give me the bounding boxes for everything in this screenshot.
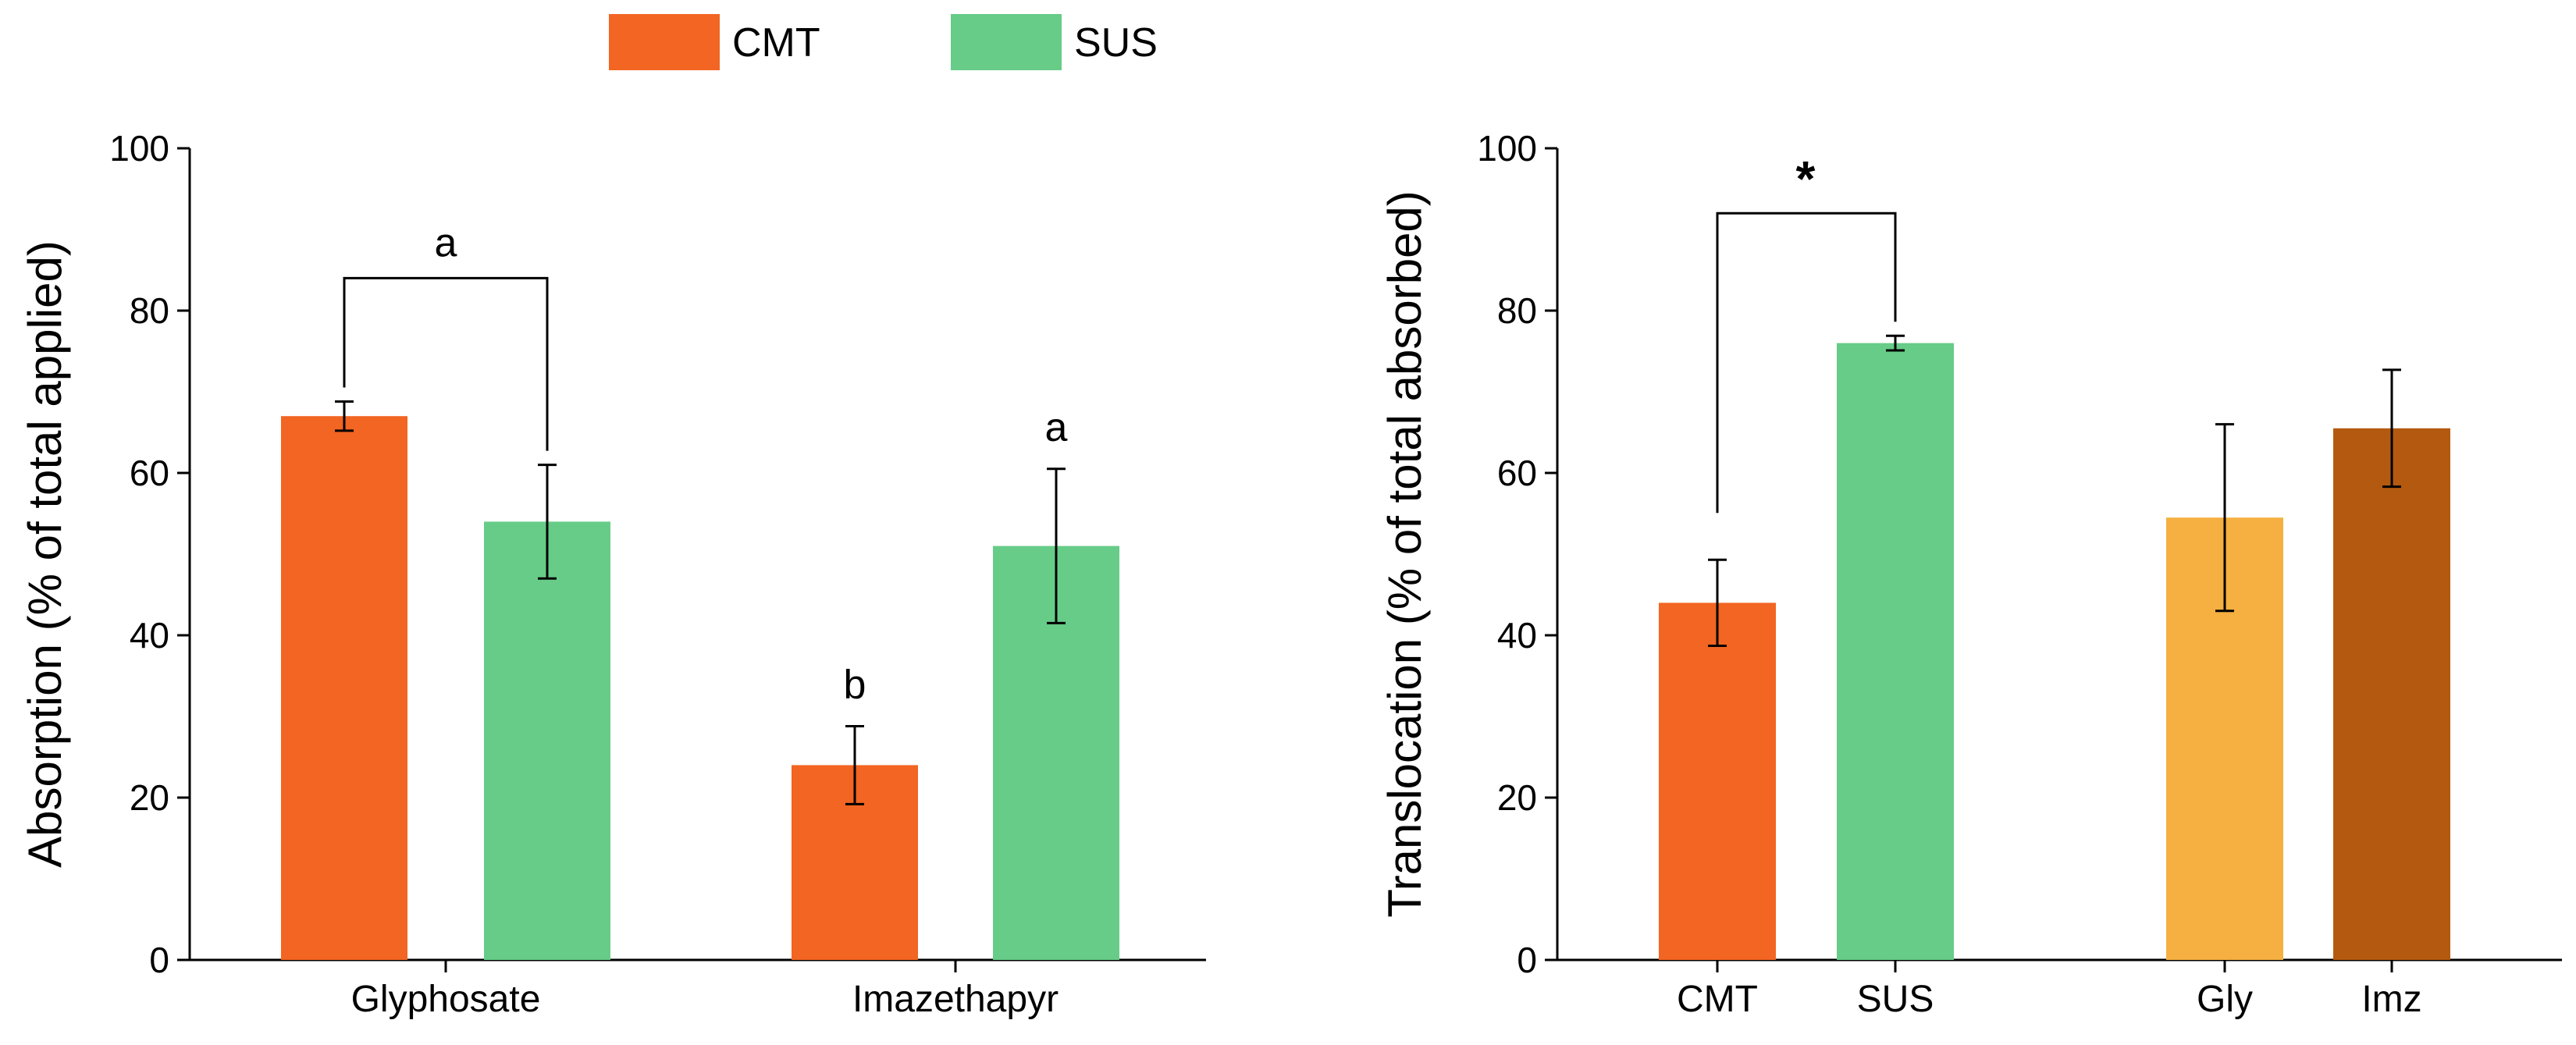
bar-sus-glyphosate <box>484 521 610 960</box>
significance-label-glyphosate: a <box>435 220 457 265</box>
bar-sus <box>1837 343 1954 961</box>
legend: CMT SUS <box>609 14 1158 70</box>
left-x-tick-label-glyphosate: Glyphosate <box>351 979 541 1020</box>
right-x-tick-label-imz: Imz <box>2361 979 2421 1020</box>
significance-label-sus-imazethapyr: a <box>1045 405 1068 450</box>
legend-label-sus: SUS <box>1074 20 1158 66</box>
right-y-tick-label: 40 <box>1497 615 1537 656</box>
right-y-axis-title: Translocation (% of total absorbed) <box>1379 190 1431 918</box>
right-x-tick-label-sus: SUS <box>1857 979 1934 1020</box>
legend-swatch-cmt <box>609 14 720 70</box>
significance-star: * <box>1796 151 1816 207</box>
significance-bracket-glyphosate <box>343 276 549 451</box>
absorption-chart: 0 20 40 60 80 100 Absorption (% of total appli… <box>19 128 1206 1020</box>
bar-imz <box>2333 428 2450 960</box>
right-x-tick-label-cmt: CMT <box>1677 979 1758 1020</box>
bar-cmt-glyphosate <box>281 416 407 960</box>
significance-label-cmt-imazethapyr: b <box>844 662 866 707</box>
translocation-chart: 0 20 40 60 80 100 Translocation (% of total ab… <box>1379 128 2562 1020</box>
right-y-tick-label: 100 <box>1477 128 1537 169</box>
right-y-tick-label: 20 <box>1497 777 1537 818</box>
right-y-tick-label: 0 <box>1517 940 1537 980</box>
bar-cmt <box>1659 602 1776 960</box>
left-y-tick-label: 80 <box>130 290 169 331</box>
left-y-tick-label: 20 <box>130 777 169 818</box>
left-y-axis-title: Absorption (% of total applied) <box>19 240 71 868</box>
right-x-tick-label-gly: Gly <box>2197 979 2253 1020</box>
significance-bracket-cmt-sus <box>1716 211 1897 514</box>
legend-label-cmt: CMT <box>732 20 820 66</box>
left-y-tick-label: 40 <box>130 615 169 656</box>
left-x-tick-label-imazethapyr: Imazethapyr <box>852 979 1059 1020</box>
left-y-tick-label: 60 <box>130 453 169 493</box>
right-y-tick-label: 80 <box>1497 290 1537 331</box>
right-y-tick-label: 60 <box>1497 453 1537 493</box>
legend-swatch-sus <box>951 14 1062 70</box>
left-y-tick-label: 0 <box>149 940 169 980</box>
left-y-tick-label: 100 <box>109 128 169 169</box>
